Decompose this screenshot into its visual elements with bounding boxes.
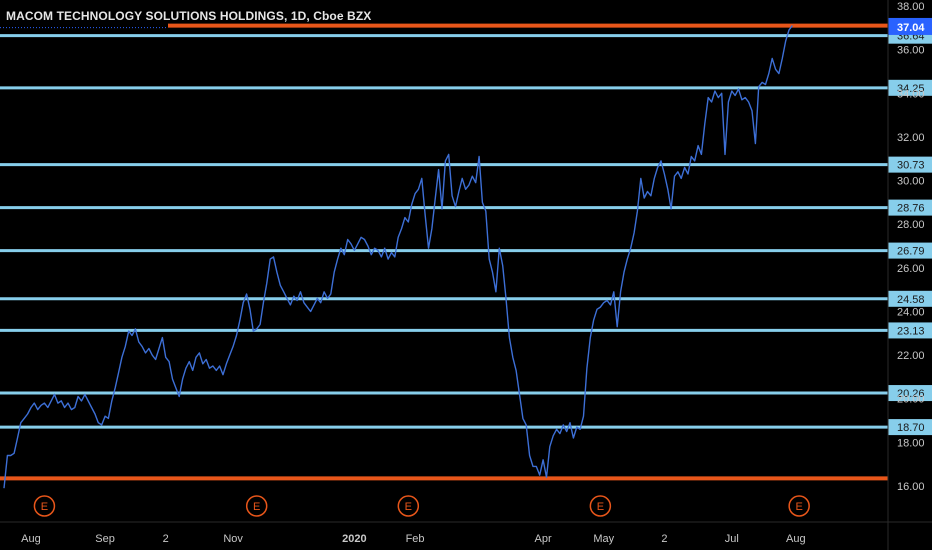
level-label: 23.13 [897, 325, 925, 337]
x-tick-label: Aug [786, 533, 806, 545]
x-tick-label: Sep [95, 533, 115, 545]
y-tick-label: 20.00 [897, 394, 925, 406]
x-tick-label: Feb [406, 533, 425, 545]
level-label-bg [888, 385, 932, 402]
level-label: 24.58 [897, 294, 925, 306]
level-label-bg [888, 419, 932, 436]
level-label: 34.25 [897, 83, 925, 95]
level-label: 20.26 [897, 388, 925, 400]
chart-title: MACOM TECHNOLOGY SOLUTIONS HOLDINGS, 1D,… [6, 9, 372, 23]
y-tick-label: 16.00 [897, 481, 925, 493]
earnings-marker [589, 495, 612, 517]
x-tick-label: Apr [535, 533, 552, 545]
y-tick-label: 34.00 [897, 88, 925, 100]
series-layer [3, 25, 793, 489]
x-tick-label: Jul [725, 533, 739, 545]
level-label-bg [888, 322, 932, 339]
y-tick-label: 38.00 [897, 1, 925, 13]
x-tick-label: 2 [661, 533, 667, 545]
y-tick-label: 18.00 [897, 437, 925, 449]
x-tick-label: May [593, 533, 614, 545]
y-tick-label: 28.00 [897, 219, 925, 231]
x-tick-label: 2 [163, 533, 169, 545]
earnings-marker [788, 495, 810, 517]
levels-layer: 36.6434.2530.7328.7626.7924.5823.1320.26… [0, 17, 932, 481]
earnings-label: E [405, 501, 412, 513]
earnings-marker [397, 495, 420, 517]
level-label: 18.70 [897, 422, 925, 434]
earnings-label: E [795, 501, 802, 513]
earnings-marker [245, 495, 268, 517]
x-tick-label: Nov [223, 533, 243, 545]
y-tick-label: 30.00 [897, 176, 925, 188]
y-tick-label: 36.00 [897, 45, 925, 57]
level-label-bg [888, 290, 932, 307]
level-label-bg [888, 242, 932, 259]
earnings-label: E [253, 501, 260, 513]
price-series-line [3, 25, 793, 489]
x-tick-label: 2020 [342, 533, 366, 545]
level-label: 26.79 [897, 246, 925, 258]
earnings-marker [33, 495, 56, 517]
level-label-bg [888, 79, 932, 96]
earnings-label: E [597, 501, 604, 513]
x-tick-label: Aug [21, 533, 41, 545]
y-tick-label: 24.00 [897, 306, 925, 318]
y-tick-label: 32.00 [897, 132, 925, 144]
y-tick-label: 26.00 [897, 263, 925, 275]
level-label: 28.76 [897, 203, 925, 215]
price-tag-bg [888, 17, 932, 35]
earnings-label: E [41, 501, 48, 513]
x-axis: Aug Sep 2 Nov 2020 Feb Apr May 2 Jul Aug [0, 521, 932, 545]
y-tick-label: 22.00 [897, 350, 925, 362]
y-axis: 16.00 18.00 20.00 22.00 24.00 26.00 28.00 30.00… [887, 0, 925, 550]
level-label-bg [888, 156, 932, 173]
level-label: 30.73 [897, 160, 925, 172]
price-tag-label: 37.04 [897, 22, 925, 34]
level-label-bg [888, 199, 932, 216]
